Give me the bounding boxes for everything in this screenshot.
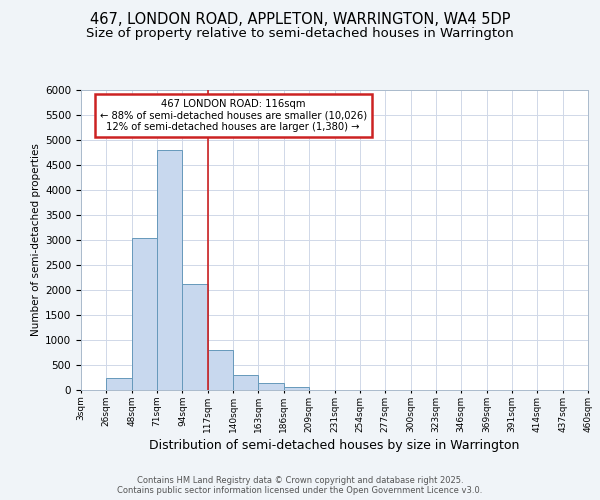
Text: Contains public sector information licensed under the Open Government Licence v3: Contains public sector information licen… xyxy=(118,486,482,495)
Bar xyxy=(208,350,233,390)
X-axis label: Distribution of semi-detached houses by size in Warrington: Distribution of semi-detached houses by … xyxy=(149,439,520,452)
Bar xyxy=(284,386,309,390)
Y-axis label: Number of semi-detached properties: Number of semi-detached properties xyxy=(31,144,41,336)
Bar xyxy=(182,284,208,390)
Text: Size of property relative to semi-detached houses in Warrington: Size of property relative to semi-detach… xyxy=(86,26,514,40)
Bar xyxy=(132,238,157,390)
Text: 467 LONDON ROAD: 116sqm
← 88% of semi-detached houses are smaller (10,026)
12% o: 467 LONDON ROAD: 116sqm ← 88% of semi-de… xyxy=(100,99,367,132)
Bar xyxy=(233,374,259,390)
Text: Contains HM Land Registry data © Crown copyright and database right 2025.: Contains HM Land Registry data © Crown c… xyxy=(137,476,463,485)
Bar xyxy=(259,382,284,390)
Text: 467, LONDON ROAD, APPLETON, WARRINGTON, WA4 5DP: 467, LONDON ROAD, APPLETON, WARRINGTON, … xyxy=(90,12,510,28)
Bar xyxy=(157,150,182,390)
Bar xyxy=(106,378,132,390)
